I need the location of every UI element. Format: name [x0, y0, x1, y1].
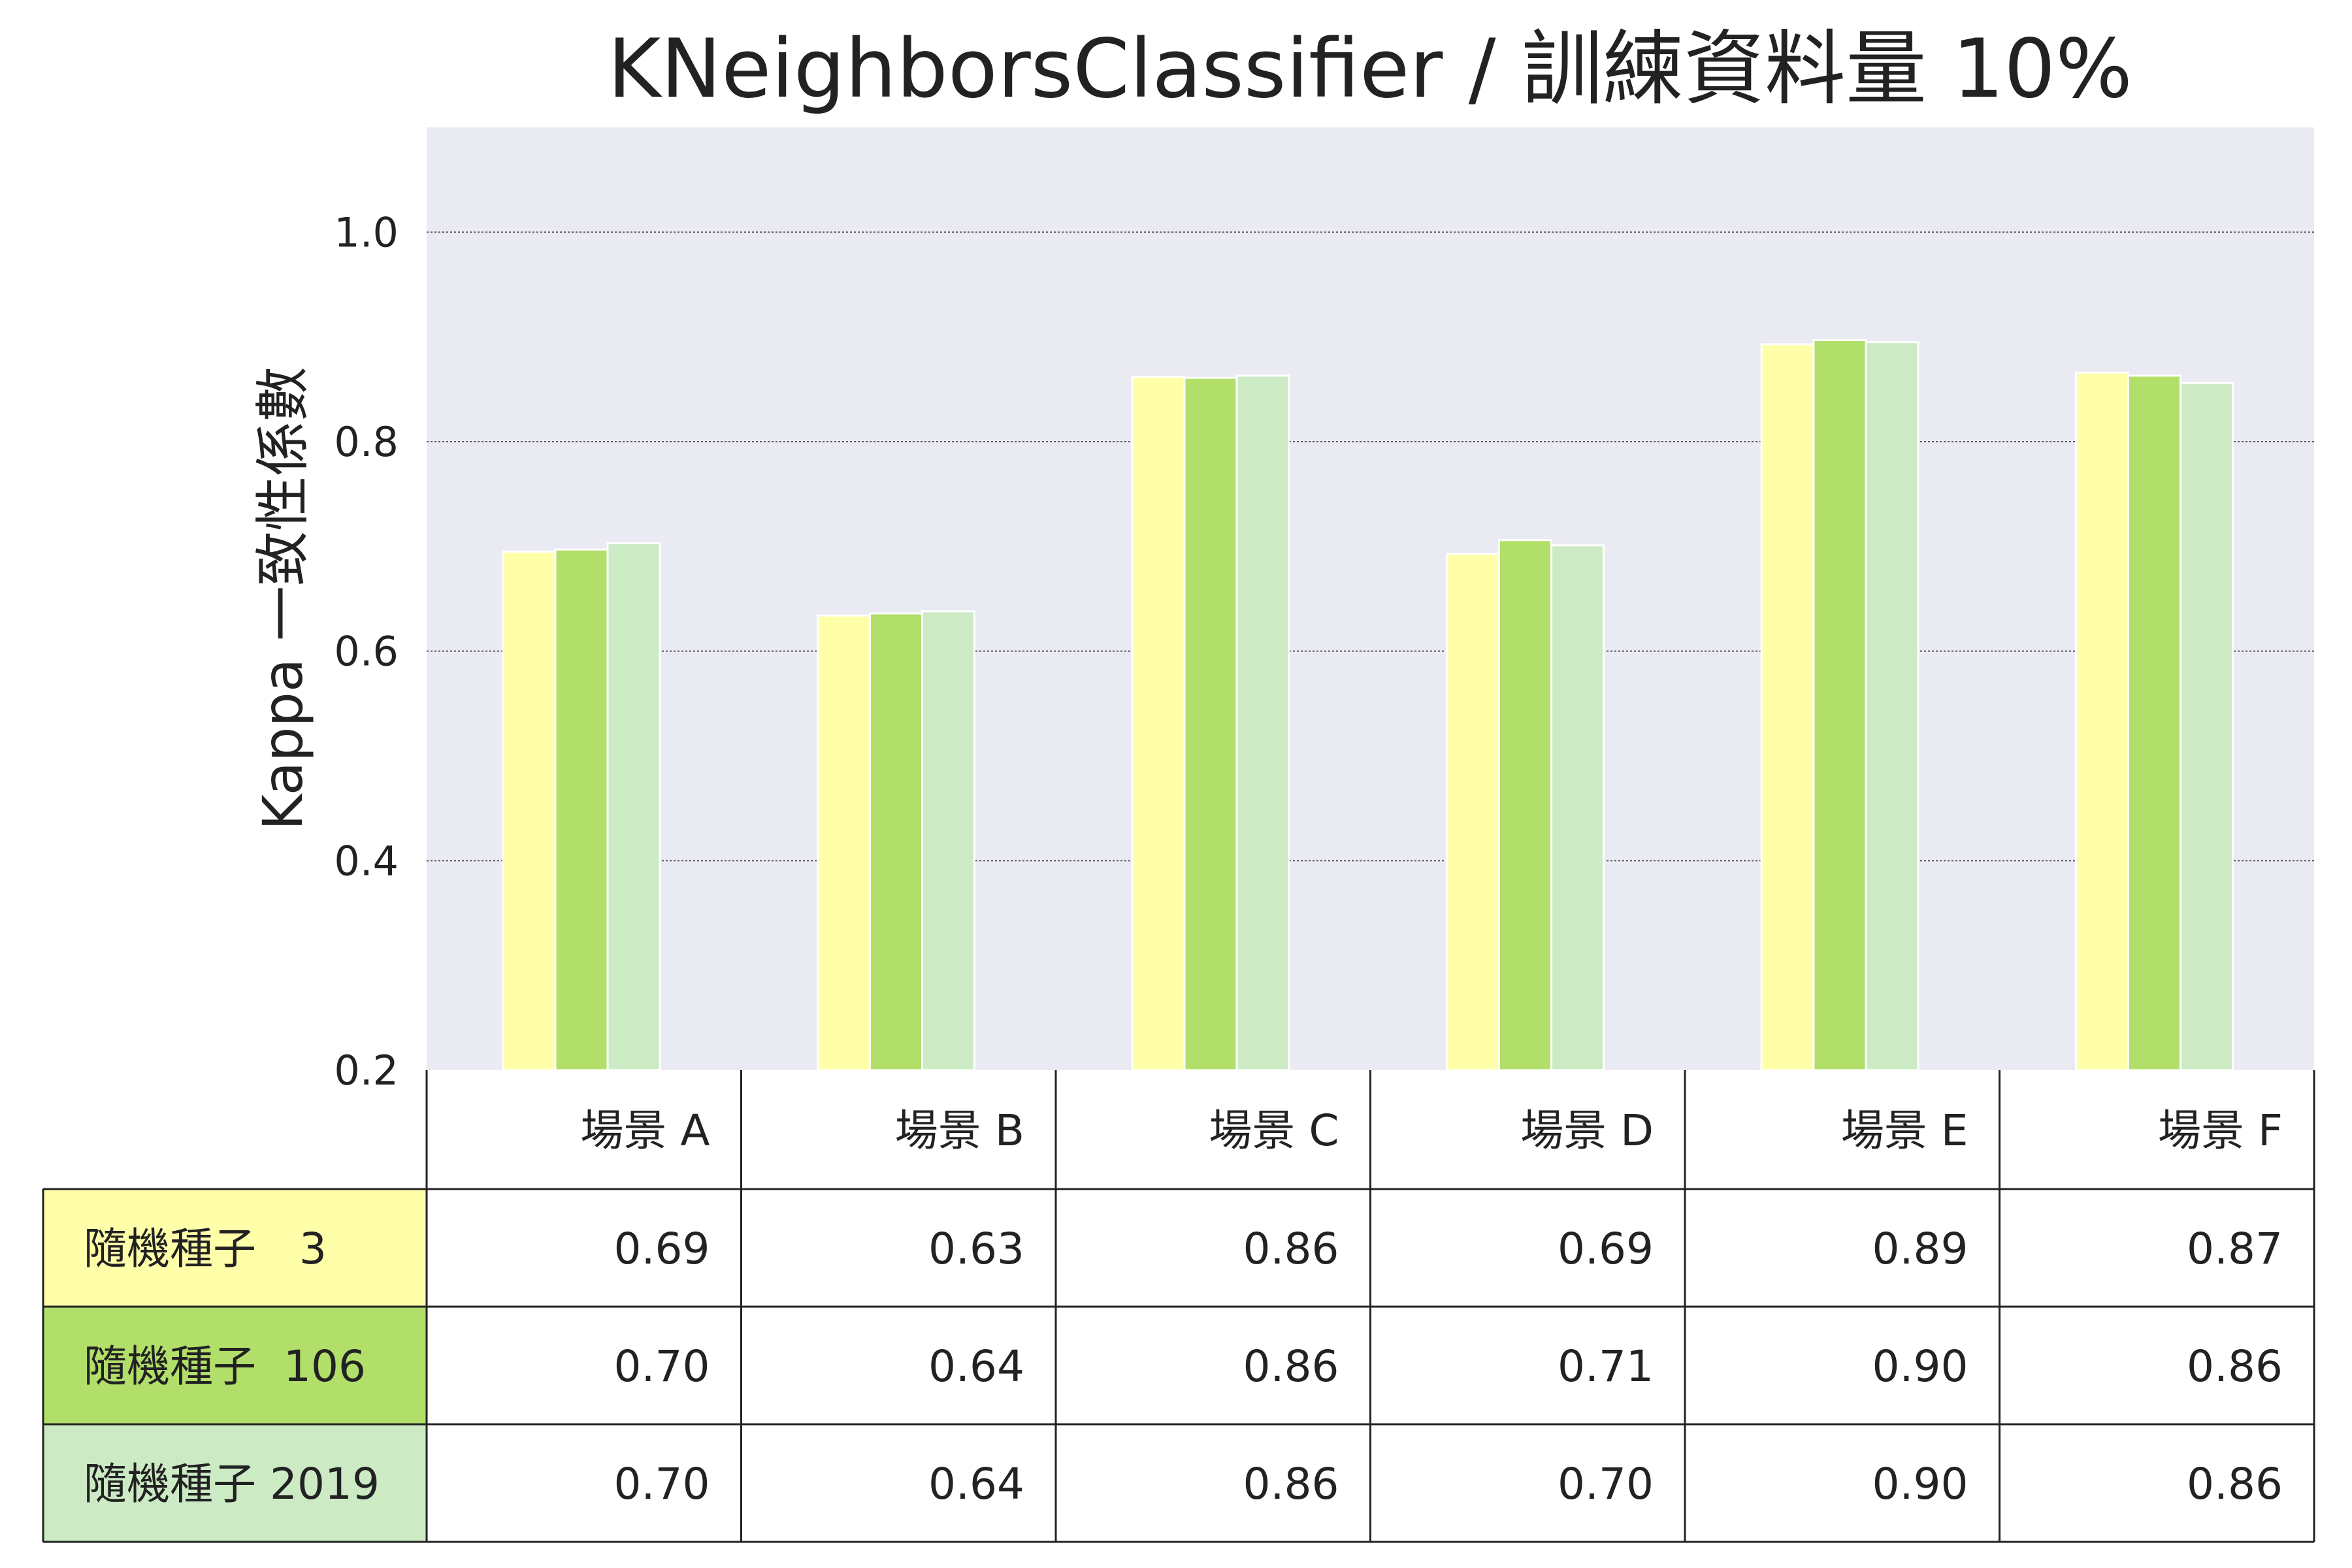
data-label: 0.63: [928, 1224, 1024, 1274]
data-label: 0.70: [1558, 1459, 1654, 1509]
chart-title: KNeighborsClassifier / 訓練資料量 10%: [608, 22, 2132, 116]
bar: [2075, 371, 2129, 1071]
bar: [1131, 376, 1186, 1071]
legend-entry: 隨機種子 106: [84, 1341, 366, 1392]
data-label: 0.90: [1872, 1459, 1968, 1509]
bar: [1498, 539, 1552, 1071]
plot-area: [427, 127, 2314, 1070]
bar: [2127, 374, 2181, 1071]
bar: [817, 614, 871, 1071]
y-axis-label: Kappa 一致性係數: [251, 367, 315, 830]
grid-lines: [427, 231, 2314, 862]
x-tick-label: 場景 F: [2158, 1105, 2283, 1156]
data-label: 0.89: [1872, 1224, 1968, 1274]
data-label: 0.69: [614, 1224, 710, 1274]
data-label: 0.64: [928, 1341, 1024, 1392]
data-label: 0.86: [2187, 1459, 2283, 1509]
bar: [1446, 553, 1500, 1071]
data-label: 0.86: [2187, 1341, 2283, 1392]
y-tick-label: 0.2: [334, 1047, 399, 1094]
legend-swatch-cell: [43, 1307, 427, 1424]
bar: [2180, 382, 2234, 1071]
y-tick-label: 0.6: [334, 628, 399, 676]
y-axis-ticks: 0.2 0.4 0.6 0.8 1.0: [334, 208, 399, 1094]
bar: [606, 542, 661, 1071]
data-label: 0.71: [1558, 1341, 1654, 1392]
data-table: 場景 A 場景 B 場景 C 場景 D 場景 E 場景 F 隨機種子 3 0.69 0.63 0.…: [42, 1070, 2315, 1543]
bars: [502, 338, 2234, 1071]
data-label: 0.86: [1243, 1341, 1339, 1392]
bar: [1235, 374, 1290, 1071]
data-label: 0.86: [1243, 1224, 1339, 1274]
legend-entry: 隨機種子 3: [84, 1224, 327, 1274]
bar: [1550, 544, 1605, 1071]
y-tick-label: 0.8: [334, 418, 399, 466]
bar: [502, 550, 557, 1071]
x-tick-label: 場景 E: [1841, 1105, 1968, 1156]
data-label: 0.86: [1243, 1459, 1339, 1509]
legend-swatch-cell: [43, 1424, 427, 1542]
x-tick-label: 場景 D: [1520, 1105, 1654, 1156]
data-label: 0.87: [2187, 1224, 2283, 1274]
legend-entry: 隨機種子 2019: [84, 1459, 380, 1509]
bar: [554, 548, 609, 1071]
bar: [921, 610, 975, 1071]
legend-swatch-cell: [43, 1189, 427, 1307]
y-tick-label: 0.4: [334, 837, 399, 885]
data-label: 0.69: [1558, 1224, 1654, 1274]
y-tick-label: 1.0: [334, 208, 399, 256]
data-label: 0.64: [928, 1459, 1024, 1509]
bar: [1812, 338, 1867, 1071]
bar: [1183, 376, 1238, 1071]
bar: [1865, 341, 1919, 1071]
data-label: 0.70: [614, 1341, 710, 1392]
x-tick-label: 場景 C: [1209, 1105, 1339, 1156]
bar: [1760, 343, 1815, 1071]
data-label: 0.90: [1872, 1341, 1968, 1392]
data-label: 0.70: [614, 1459, 710, 1509]
x-tick-label: 場景 B: [895, 1105, 1024, 1156]
x-tick-label: 場景 A: [580, 1105, 710, 1156]
bar: [869, 612, 923, 1071]
